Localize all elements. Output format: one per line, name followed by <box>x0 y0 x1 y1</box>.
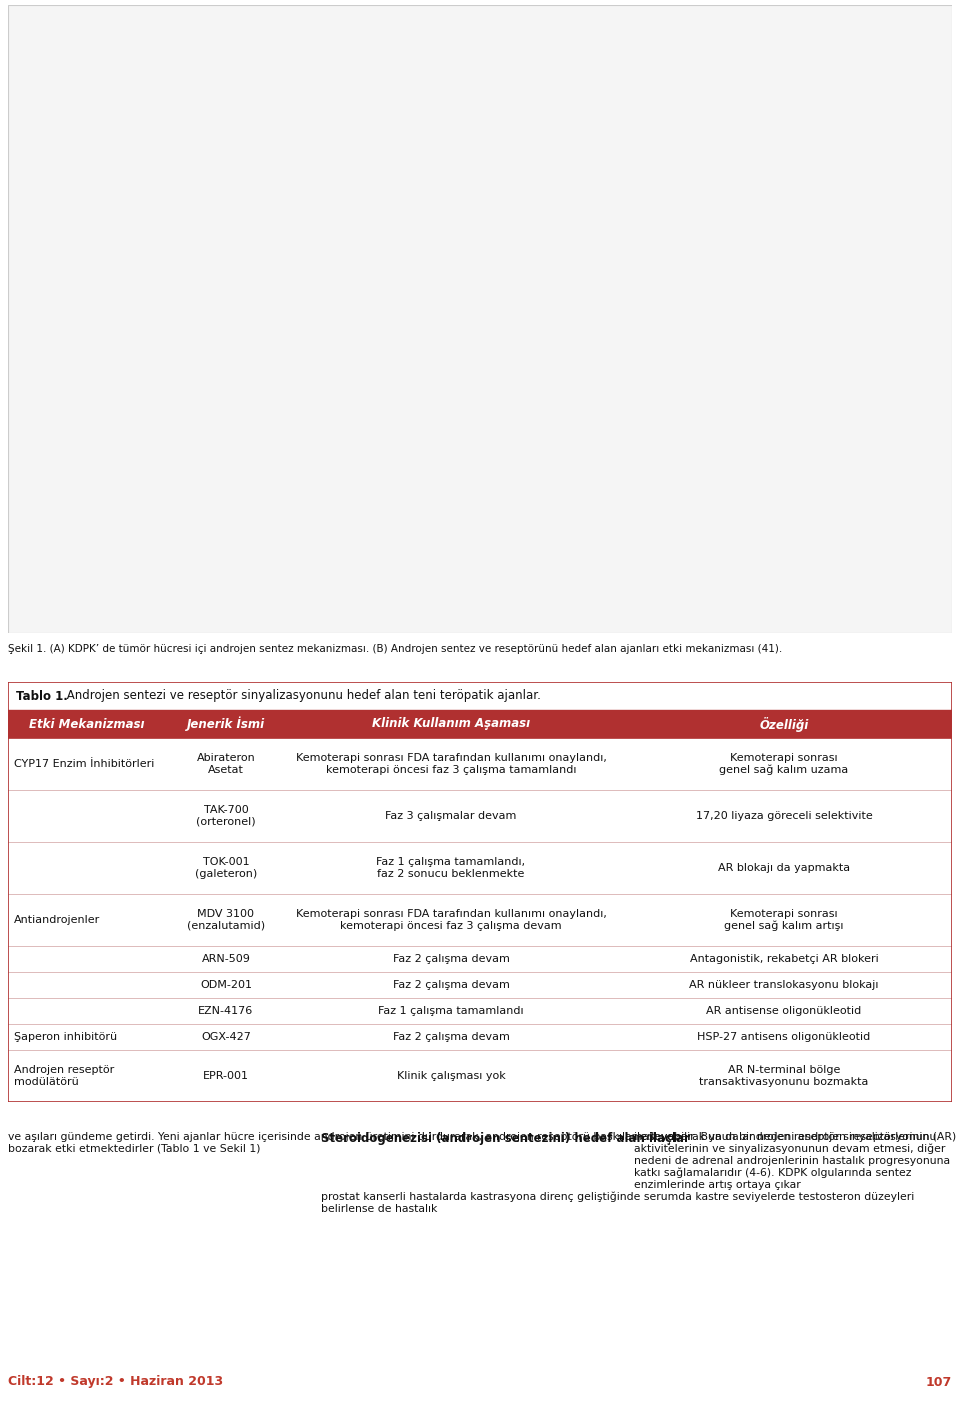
Text: Klinik çalışması yok: Klinik çalışması yok <box>396 1071 505 1081</box>
Text: Faz 2 çalışma devam: Faz 2 çalışma devam <box>393 980 510 990</box>
Text: Kemoterapi sonrası FDA tarafından kullanımı onaylandı,
kemoterapi öncesi faz 3 ç: Kemoterapi sonrası FDA tarafından kullan… <box>296 910 607 931</box>
FancyBboxPatch shape <box>8 6 952 634</box>
Text: Kemoterapi sonrası
genel sağ kalım artışı: Kemoterapi sonrası genel sağ kalım artış… <box>724 910 844 931</box>
Text: ve aşıları gündeme getirdi. Yeni ajanlar hücre içerisinde androjen üretimini dur: ve aşıları gündeme getirdi. Yeni ajanlar… <box>8 1132 936 1153</box>
Bar <box>8 710 952 738</box>
Text: TAK-700
(orteronel): TAK-700 (orteronel) <box>196 805 255 826</box>
Text: Faz 1 çalışma tamamlandı: Faz 1 çalışma tamamlandı <box>378 1005 524 1017</box>
Text: TOK-001
(galeteron): TOK-001 (galeteron) <box>195 857 257 879</box>
Text: MDV 3100
(enzalutamid): MDV 3100 (enzalutamid) <box>187 910 265 931</box>
Text: Faz 3 çalışmalar devam: Faz 3 çalışmalar devam <box>385 811 516 821</box>
Text: Faz 1 çalışma tamamlandı,
faz 2 sonucu beklenmekte: Faz 1 çalışma tamamlandı, faz 2 sonucu b… <box>376 857 525 879</box>
Text: Cilt:12 • Sayı:2 • Haziran 2013: Cilt:12 • Sayı:2 • Haziran 2013 <box>8 1376 223 1388</box>
Text: ARN-509: ARN-509 <box>202 955 251 964</box>
Text: Kemoterapi sonrası
genel sağ kalım uzama: Kemoterapi sonrası genel sağ kalım uzama <box>719 753 849 774</box>
Text: Abirateron
Asetat: Abirateron Asetat <box>197 753 255 774</box>
Text: Klinik Kullanım Aşaması: Klinik Kullanım Aşaması <box>372 718 530 731</box>
Text: AR antisense oligonükleotid: AR antisense oligonükleotid <box>707 1005 862 1017</box>
Text: CYP17 Enzim İnhibitörleri: CYP17 Enzim İnhibitörleri <box>14 759 155 769</box>
Text: Antiandrojenler: Antiandrojenler <box>14 915 100 925</box>
Text: Etki Mekanizması: Etki Mekanizması <box>29 718 145 731</box>
Text: Özelliği: Özelliği <box>759 717 808 732</box>
Text: 17,20 liyaza göreceli selektivite: 17,20 liyaza göreceli selektivite <box>696 811 873 821</box>
Text: AR nükleer translokasyonu blokajı: AR nükleer translokasyonu blokajı <box>689 980 878 990</box>
Text: Şekil 1. (A) KDPK’ de tümör hücresi içi androjen sentez mekanizması. (B) Androje: Şekil 1. (A) KDPK’ de tümör hücresi içi … <box>8 643 782 653</box>
Text: 107: 107 <box>925 1376 952 1388</box>
Text: EPR-001: EPR-001 <box>203 1071 249 1081</box>
Text: ODM-201: ODM-201 <box>200 980 252 990</box>
Text: AR blokajı da yapmakta: AR blokajı da yapmakta <box>718 863 850 873</box>
Text: Androjen sentezi ve reseptör sinyalizasyonunu hedef alan teni teröpatik ajanlar.: Androjen sentezi ve reseptör sinyalizasy… <box>63 690 540 703</box>
Text: HSP-27 antisens oligonükleotid: HSP-27 antisens oligonükleotid <box>697 1032 871 1042</box>
Text: Jenerik İsmi: Jenerik İsmi <box>187 717 265 731</box>
Text: OGX-427: OGX-427 <box>201 1032 251 1042</box>
Text: Androjen reseptör
modülätörü: Androjen reseptör modülätörü <box>14 1066 114 1087</box>
Text: AR N-terminal bölge
transaktivasyonunu bozmakta: AR N-terminal bölge transaktivasyonunu b… <box>699 1066 869 1087</box>
Text: Faz 2 çalışma devam: Faz 2 çalışma devam <box>393 955 510 964</box>
Text: prostat kanserli hastalarda kastrasyona direnç geliştiğinde serumda kastre seviy: prostat kanserli hastalarda kastrasyona … <box>321 1193 914 1214</box>
Text: Faz 2 çalışma devam: Faz 2 çalışma devam <box>393 1032 510 1042</box>
Text: ilerleyebilir. Bunun bir nedeni androjen reseptörlerinin (AR) aktivitelerinin ve: ilerleyebilir. Bunun bir nedeni androjen… <box>634 1132 956 1190</box>
Text: Şaperon inhibitörü: Şaperon inhibitörü <box>14 1032 117 1042</box>
Text: Kemoterapi sonrası FDA tarafından kullanımı onaylandı,
kemoterapi öncesi faz 3 ç: Kemoterapi sonrası FDA tarafından kullan… <box>296 753 607 774</box>
Text: EZN-4176: EZN-4176 <box>199 1005 253 1017</box>
Text: Steroidogenezisi (androjen sentezini) hedef alan ilaçlar: Steroidogenezisi (androjen sentezini) he… <box>321 1132 690 1145</box>
Text: Tablo 1.: Tablo 1. <box>16 690 68 703</box>
Text: Antagonistik, rekabetçi AR blokeri: Antagonistik, rekabetçi AR blokeri <box>689 955 878 964</box>
